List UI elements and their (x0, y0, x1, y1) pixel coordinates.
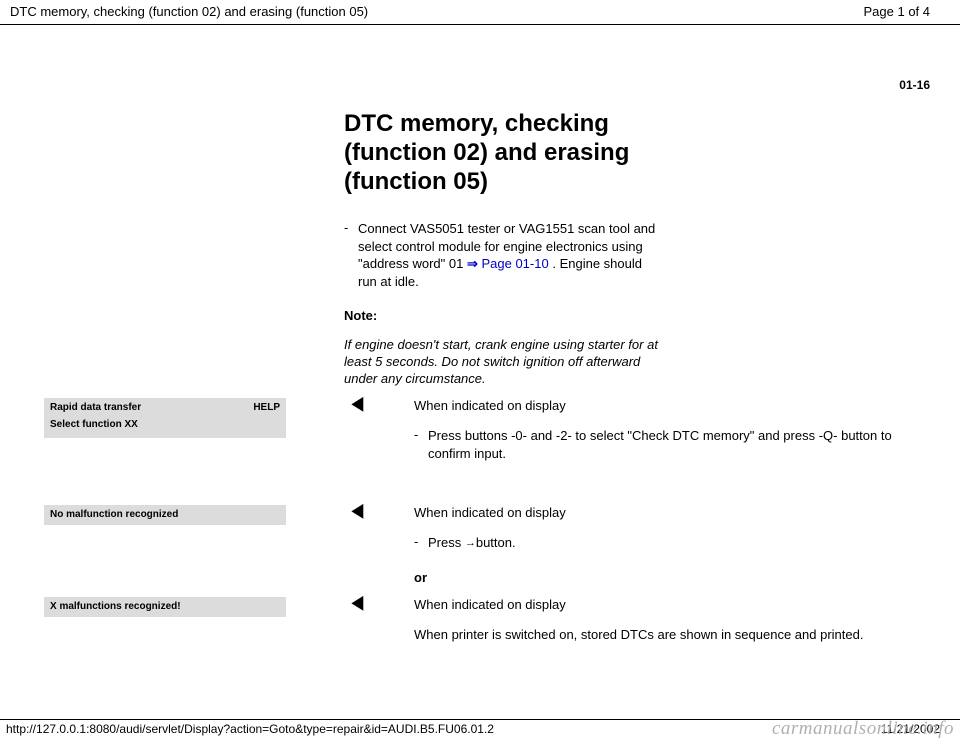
step-3-content: When indicated on display When printer i… (414, 597, 914, 644)
pointer-left-icon: ◀ (352, 393, 368, 414)
link-arrow-icon: ⇒ (467, 256, 478, 271)
display-line-1: X malfunctions recognized! (50, 601, 181, 612)
note-block: Note: If engine doesn't start, crank eng… (344, 308, 664, 388)
dash-bullet: - (344, 220, 358, 290)
heading-line-2: (function 02) and erasing (344, 139, 629, 166)
step-3-body: When printer is switched on, stored DTCs… (414, 626, 914, 644)
header-rule (0, 24, 960, 25)
heading-line-3: (function 05) (344, 168, 488, 195)
note-body: If engine doesn't start, crank engine us… (344, 337, 664, 388)
when-indicated-text: When indicated on display (414, 398, 914, 413)
display-line-1: No malfunction recognized (50, 509, 178, 520)
display-line-1: Rapid data transfer (50, 402, 141, 413)
dash-bullet: - (414, 534, 428, 552)
sub-instruction-text: Press buttons -0- and -2- to select "Che… (428, 427, 914, 462)
step-2-content: When indicated on display - Press →butto… (414, 505, 914, 585)
right-arrow-icon: → (465, 536, 476, 551)
pointer-left-icon: ◀ (352, 500, 368, 521)
display-box-x-malfunctions: X malfunctions recognized! (44, 597, 286, 617)
header-title: DTC memory, checking (function 02) and e… (10, 4, 368, 19)
pointer-left-icon: ◀ (352, 592, 368, 613)
watermark: carmanualsonline.info (772, 718, 954, 740)
sub-instruction: - Press buttons -0- and -2- to select "C… (414, 427, 914, 462)
display-box-no-malfunction: No malfunction recognized (44, 505, 286, 525)
instruction-text: Connect VAS5051 tester or VAG1551 scan t… (358, 220, 664, 290)
main-heading: DTC memory, checking (function 02) and e… (344, 110, 744, 196)
display-help: HELP (253, 402, 280, 413)
heading-line-1: DTC memory, checking (344, 110, 609, 137)
header-page-number: Page 1 of 4 (864, 4, 931, 19)
page-link[interactable]: Page 01-10 (481, 256, 548, 271)
dash-bullet: - (414, 427, 428, 462)
instruction-block-1: - Connect VAS5051 tester or VAG1551 scan… (344, 220, 664, 290)
display-box-rapid-data: Rapid data transfer HELP Select function… (44, 398, 286, 438)
instruction-item: - Connect VAS5051 tester or VAG1551 scan… (344, 220, 664, 290)
page: DTC memory, checking (function 02) and e… (0, 0, 960, 742)
sub-instruction: - Press →button. (414, 534, 914, 552)
footer-url: http://127.0.0.1:8080/audi/servlet/Displ… (6, 722, 494, 736)
or-label: or (414, 570, 914, 585)
when-indicated-text: When indicated on display (414, 505, 914, 520)
step-1-content: When indicated on display - Press button… (414, 398, 914, 462)
press-pre: Press (428, 535, 465, 550)
sub-instruction-text: Press →button. (428, 534, 914, 552)
press-post: button. (476, 535, 516, 550)
page-reference: 01-16 (899, 78, 930, 92)
when-indicated-text: When indicated on display (414, 597, 914, 612)
note-label: Note: (344, 308, 664, 323)
display-line-2: Select function XX (50, 419, 280, 430)
page-header: DTC memory, checking (function 02) and e… (0, 4, 960, 24)
